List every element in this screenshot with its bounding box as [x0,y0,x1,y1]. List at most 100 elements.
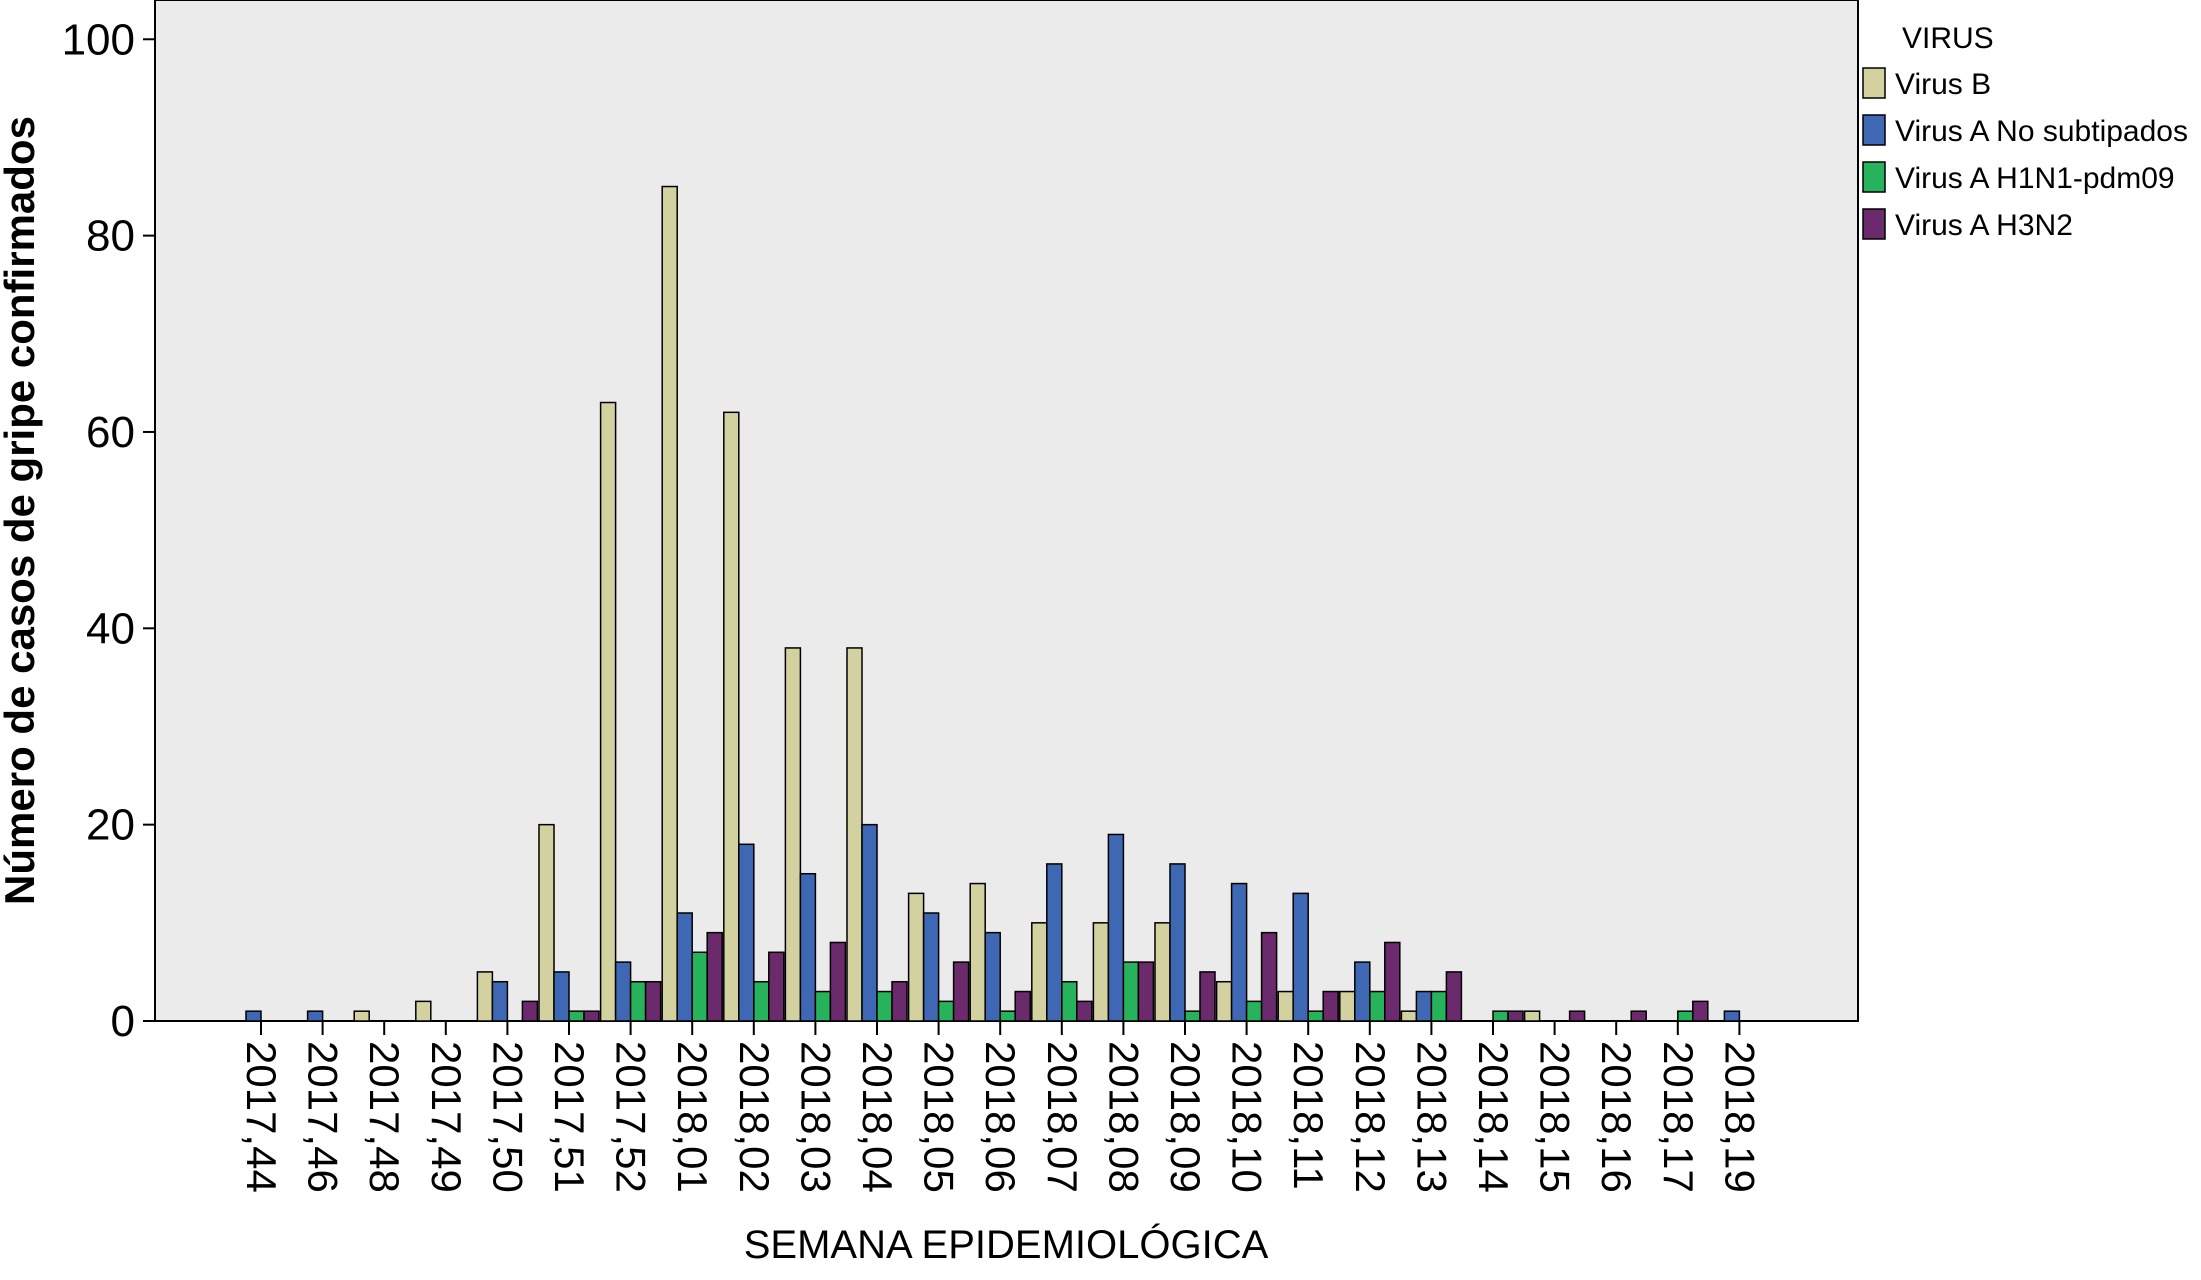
bar [799,872,817,1022]
y-tick-label: 80 [86,212,135,261]
x-axis: 2017,44 2017,46 2017,48 2017,49 2017,50 2017,… [238,1021,1763,1193]
bar [1122,961,1140,1022]
bar [937,1000,955,1022]
bar [861,823,878,1022]
bar [1199,971,1216,1022]
bar [1568,1010,1586,1022]
bar [415,1000,432,1022]
x-tick-label: 2017,49 [423,1041,470,1193]
bar [1137,961,1155,1022]
x-tick-label: 2018,13 [1408,1041,1455,1193]
bar [1339,990,1356,1022]
bar [952,961,970,1022]
x-tick-label: 2018,12 [1347,1041,1394,1193]
bar [969,882,986,1022]
legend-item-label: Virus A H1N1-pdm09 [1895,162,2175,195]
bar [723,411,740,1022]
x-tick-label: 2018,02 [731,1041,778,1193]
legend-swatch [1862,114,1886,146]
bar [1677,1010,1694,1022]
x-tick-label: 2018,15 [1532,1041,1579,1193]
legend-swatch [1862,67,1886,99]
bar [1369,990,1386,1022]
bar [614,961,632,1022]
bar [306,1010,324,1022]
bar [784,647,802,1022]
legend: VIRUS Virus B Virus A No subtipados Virus … [1862,22,2188,242]
x-tick-label: 2018,19 [1716,1041,1763,1193]
y-tick-label: 40 [86,604,135,653]
bar [1384,941,1401,1022]
y-tick-label: 0 [111,997,135,1046]
x-tick-label: 2017,48 [361,1041,408,1193]
bar [553,971,570,1022]
bar [644,980,662,1022]
bar [1523,1010,1541,1022]
x-tick-label: 2018,01 [669,1041,716,1193]
bar [1014,990,1031,1022]
y-axis: 0 20 40 60 80 100 [62,15,155,1046]
bar [583,1010,600,1022]
bar [829,941,847,1022]
x-tick-label: 2018,03 [792,1041,839,1193]
bar [738,843,755,1022]
bar [1245,1000,1263,1022]
x-tick-label: 2017,51 [546,1041,593,1193]
y-axis-label: Número de casos de gripe confirmados [0,116,43,905]
bar [907,892,925,1022]
bar [1430,990,1448,1022]
bar [1260,931,1278,1022]
bar [753,980,770,1022]
bar [1031,922,1048,1022]
legend-item-label: Virus B [1895,68,1991,101]
bar [521,1000,539,1022]
bar [676,912,693,1022]
bar [1169,863,1186,1022]
x-tick-label: 2018,06 [977,1041,1024,1193]
y-tick-label: 100 [62,15,135,64]
x-tick-label: 2018,16 [1593,1041,1640,1193]
x-tick-label: 2018,09 [1162,1041,1209,1193]
legend-item-label: Virus A H3N2 [1895,209,2073,242]
bar [1307,1010,1324,1022]
bar [999,1010,1016,1022]
bar [1184,1010,1201,1022]
bar [922,912,940,1022]
x-tick-label: 2017,46 [300,1041,347,1193]
bar [1215,980,1233,1022]
bar [1692,1000,1709,1022]
bar [353,1010,370,1022]
bar [1630,1010,1647,1022]
x-tick-label: 2017,52 [608,1041,655,1193]
bar [891,980,908,1022]
x-tick-label: 2017,44 [238,1041,285,1193]
bar [1723,1010,1741,1022]
bar [1492,1010,1509,1022]
bar [1292,892,1309,1022]
bars-group [245,185,1741,1022]
bar [1322,990,1339,1022]
legend-title: VIRUS [1902,22,1994,55]
x-tick-label: 2018,08 [1100,1041,1147,1193]
x-tick-label: 2018,07 [1039,1041,1086,1193]
bar [1230,882,1248,1022]
x-tick-label: 2017,50 [484,1041,531,1193]
plot-area [154,0,1859,1022]
bar [984,931,1001,1022]
bar [599,401,617,1022]
bar [814,990,832,1022]
bar [1354,961,1371,1022]
bar [491,980,509,1022]
bar [1107,833,1125,1022]
bar [1445,971,1463,1022]
x-tick-label: 2018,05 [916,1041,963,1193]
bar [629,980,647,1022]
x-tick-label: 2018,14 [1470,1041,1517,1193]
bar [661,185,678,1022]
bar [706,931,723,1022]
bar [1507,1010,1524,1022]
bar [1154,922,1171,1022]
x-tick-label: 2018,04 [854,1041,901,1193]
y-tick-label: 20 [86,801,135,850]
